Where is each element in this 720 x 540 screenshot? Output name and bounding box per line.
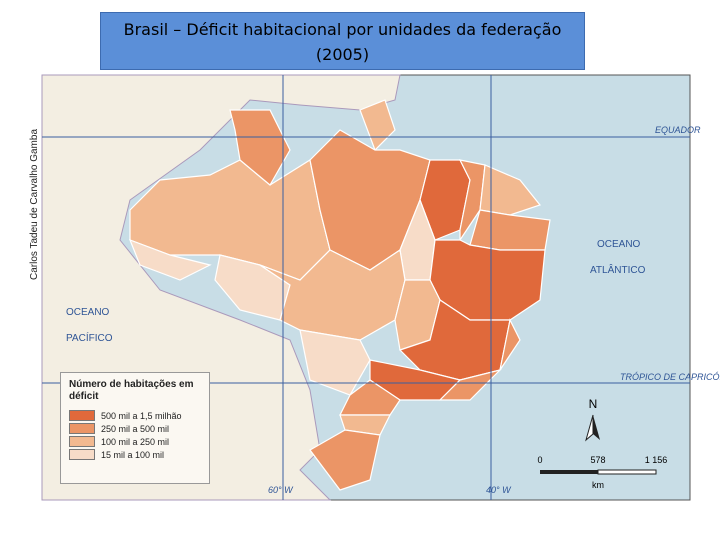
credit: Carlos Tadeu de Carvalho Gamba <box>29 129 40 280</box>
scale-label: 1 156 <box>645 455 668 465</box>
legend-label: 250 mil a 500 mil <box>101 423 170 434</box>
title-box: Brasil – Déficit habitacional por unidad… <box>100 12 585 70</box>
tropic-label: TRÓPICO DE CAPRICÓRNIO <box>620 372 720 382</box>
legend-item: 250 mil a 500 mil <box>69 422 201 435</box>
meridian-label: 60° W <box>268 485 294 495</box>
legend-swatch <box>69 449 95 460</box>
scale-unit: km <box>592 480 604 490</box>
scale-label: 0 <box>537 455 542 465</box>
title: Brasil – Déficit habitacional por unidad… <box>123 20 562 64</box>
equator-label: EQUADOR <box>655 125 701 135</box>
scale-segment <box>597 469 657 475</box>
legend-item: 15 mil a 100 mil <box>69 448 201 461</box>
legend-swatch <box>69 423 95 434</box>
legend-title: Número de habitações em déficit <box>69 379 194 402</box>
state <box>128 238 212 281</box>
legend-swatch <box>69 436 95 447</box>
arrow <box>585 414 594 442</box>
legend-label: 500 mil a 1,5 milhão <box>101 410 182 421</box>
state <box>438 368 502 401</box>
legend: Número de habitações em déficit 500 mil … <box>60 372 210 484</box>
north-label: N <box>589 397 598 411</box>
scale-bar: 0 578 1 156 km <box>537 455 667 490</box>
state <box>299 329 371 396</box>
state <box>479 164 542 216</box>
legend-item: 500 mil a 1,5 milhão <box>69 409 201 422</box>
north-arrow: N <box>585 397 600 442</box>
legend-label: 15 mil a 100 mil <box>101 449 165 460</box>
legend-item: 100 mil a 250 mil <box>69 435 201 448</box>
ocean-label: PACÍFICO <box>66 331 113 344</box>
arrow <box>593 415 600 440</box>
legend-swatch <box>69 410 95 421</box>
ocean-label: ATLÂNTICO <box>590 263 646 276</box>
ocean-label: OCEANO <box>597 239 641 250</box>
scale-label: 578 <box>590 455 605 465</box>
legend-items: 500 mil a 1,5 milhão 250 mil a 500 mil 100… <box>69 409 201 461</box>
meridian-label: 40° W <box>486 485 512 495</box>
state <box>229 109 291 186</box>
states <box>128 99 551 491</box>
state <box>499 318 521 371</box>
ocean-label: OCEANO <box>66 307 110 318</box>
state <box>309 429 381 491</box>
scale-segment <box>540 470 598 474</box>
legend-label: 100 mil a 250 mil <box>101 436 170 447</box>
